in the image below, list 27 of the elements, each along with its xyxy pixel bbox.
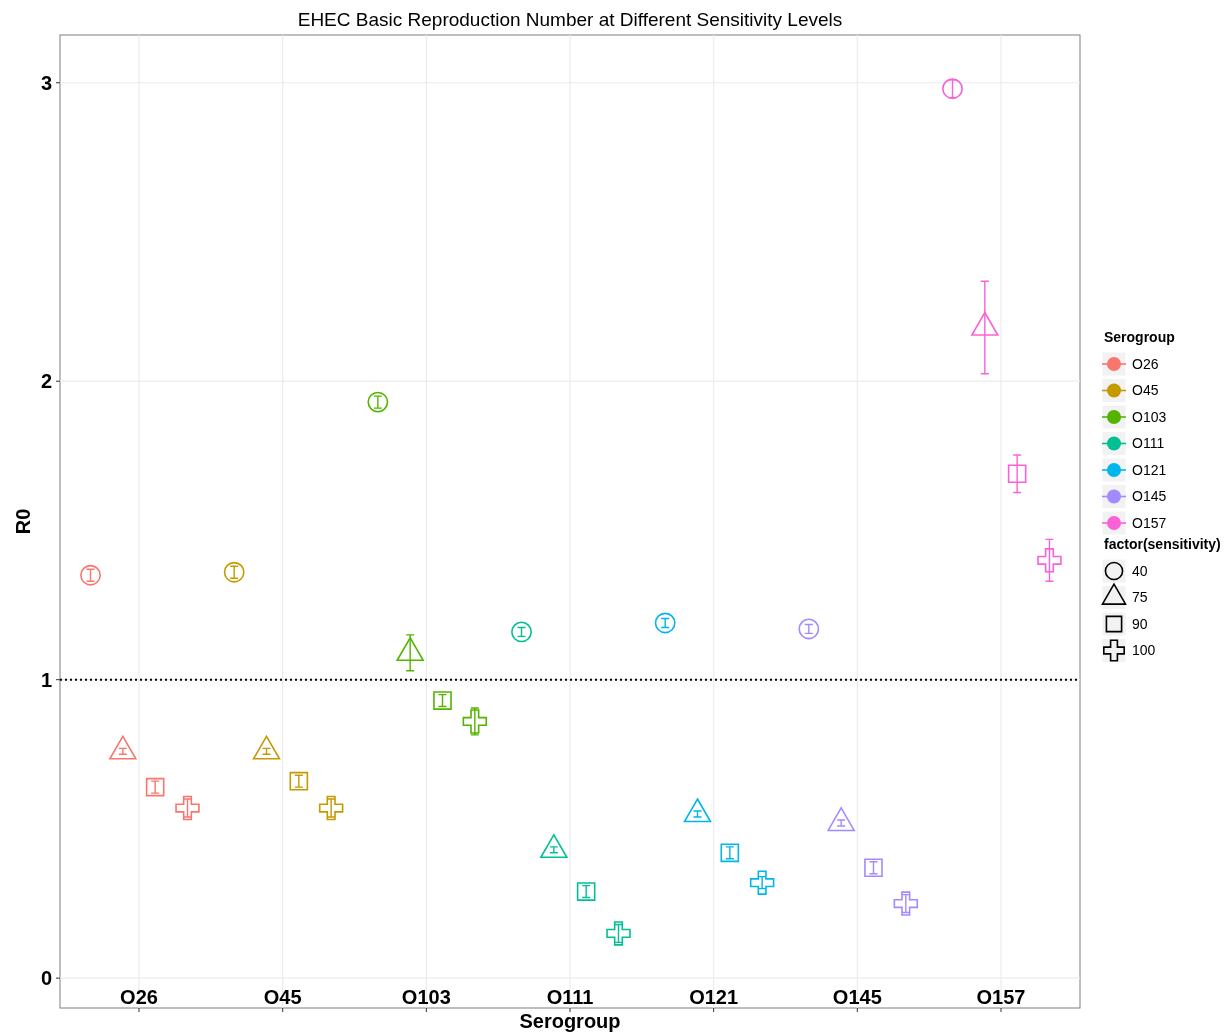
- x-tick-label: O145: [832, 986, 882, 1008]
- x-tick-label: O45: [263, 986, 302, 1008]
- text: 40: [1132, 562, 1148, 579]
- category-label: O45: [1132, 382, 1159, 399]
- x-tick-label: O26: [120, 986, 158, 1008]
- category-label: O103: [1132, 408, 1167, 425]
- x-tick-label: O121: [689, 986, 739, 1008]
- chart-title: EHEC Basic Reproduction Number at Different Sensitivity Levels: [297, 9, 843, 30]
- text: 100: [1132, 642, 1156, 659]
- x-tick-label: O111: [546, 986, 594, 1008]
- text: 90: [1132, 615, 1148, 632]
- category-label: O145: [1132, 488, 1167, 505]
- x-axis-title: Serogroup: [519, 1010, 621, 1032]
- text: factor(sensitivity): [1104, 536, 1221, 552]
- y-tick-label: 2: [40, 370, 52, 393]
- legend-title: Serogroup: [1104, 329, 1175, 345]
- category-label: O26: [1132, 355, 1159, 372]
- category-label: O157: [1132, 514, 1167, 531]
- y-tick-label: 1: [40, 668, 52, 691]
- y-tick-label: 3: [40, 71, 52, 94]
- x-tick-label: O157: [976, 986, 1026, 1008]
- category-label: O111: [1132, 435, 1165, 452]
- y-tick-label: 0: [40, 967, 52, 990]
- text: 75: [1132, 589, 1148, 606]
- category-label: O121: [1132, 461, 1167, 478]
- x-tick-label: O103: [401, 986, 451, 1008]
- y-axis-title: R0: [12, 508, 34, 535]
